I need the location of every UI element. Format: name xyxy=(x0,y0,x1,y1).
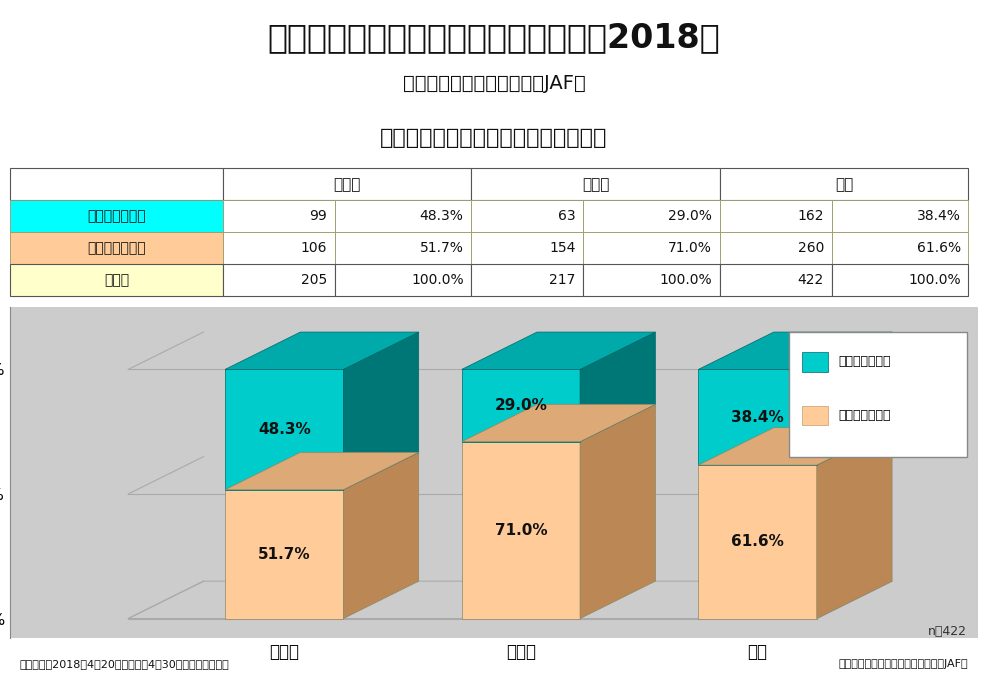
Bar xyxy=(720,200,832,232)
Text: 61.6%: 61.6% xyxy=(917,241,960,255)
Bar xyxy=(461,442,580,619)
Text: 合　計: 合 計 xyxy=(104,274,129,287)
Text: 71.0%: 71.0% xyxy=(668,241,712,255)
Bar xyxy=(335,200,471,232)
Polygon shape xyxy=(225,453,419,490)
Polygon shape xyxy=(344,453,419,619)
Text: 幼児用: 幼児用 xyxy=(582,177,610,192)
Text: 警察庁／日本自動車連盟（JAF）: 警察庁／日本自動車連盟（JAF） xyxy=(403,74,585,93)
Bar xyxy=(583,232,720,264)
Text: 51.7%: 51.7% xyxy=(420,241,463,255)
Text: 48.3%: 48.3% xyxy=(420,209,463,223)
Text: 51.7%: 51.7% xyxy=(258,546,310,562)
Text: 38.4%: 38.4% xyxy=(917,209,960,223)
Bar xyxy=(10,168,223,200)
Text: 63: 63 xyxy=(558,209,575,223)
Bar xyxy=(699,369,817,465)
Bar xyxy=(471,200,583,232)
Bar xyxy=(225,490,344,619)
Bar xyxy=(832,232,968,264)
Text: 出典・素材提供：日本自動車連盟（JAF）: 出典・素材提供：日本自動車連盟（JAF） xyxy=(839,659,968,669)
Bar xyxy=(801,406,828,426)
Text: しっかり取付け: しっかり取付け xyxy=(838,356,891,369)
Bar xyxy=(720,264,832,296)
Text: 100.0%: 100.0% xyxy=(908,274,960,287)
Text: 61.6%: 61.6% xyxy=(731,534,784,549)
Text: 乳児用: 乳児用 xyxy=(334,177,361,192)
Text: 71.0%: 71.0% xyxy=(495,523,547,537)
Text: チャイルドシート取付け状況調査結果: チャイルドシート取付け状況調査結果 xyxy=(380,127,608,147)
Polygon shape xyxy=(580,404,655,619)
Text: 38.4%: 38.4% xyxy=(731,410,783,424)
Text: 48.3%: 48.3% xyxy=(258,422,310,437)
Bar xyxy=(832,264,968,296)
Bar xyxy=(788,332,967,457)
Text: 205: 205 xyxy=(300,274,327,287)
Text: しっかり取付け: しっかり取付け xyxy=(87,209,145,223)
Polygon shape xyxy=(461,332,655,369)
Bar xyxy=(471,264,583,296)
Bar xyxy=(801,352,828,372)
Bar xyxy=(223,200,335,232)
Bar xyxy=(832,200,968,232)
Polygon shape xyxy=(580,332,655,442)
Text: 合計: 合計 xyxy=(835,177,854,192)
Bar xyxy=(720,168,968,200)
Text: n＝422: n＝422 xyxy=(929,624,967,637)
Text: 調査期間：2018年4月20日（金）～4月30日（月・祝）の間: 調査期間：2018年4月20日（金）～4月30日（月・祝）の間 xyxy=(20,659,229,669)
Text: ミスユースあり: ミスユースあり xyxy=(87,241,145,255)
Polygon shape xyxy=(225,332,419,369)
Text: 29.0%: 29.0% xyxy=(494,398,547,413)
Bar xyxy=(10,200,223,232)
Text: 154: 154 xyxy=(549,241,575,255)
Text: 217: 217 xyxy=(549,274,575,287)
Polygon shape xyxy=(699,428,892,465)
Text: 99: 99 xyxy=(309,209,327,223)
Text: 100.0%: 100.0% xyxy=(660,274,712,287)
Bar xyxy=(335,232,471,264)
Bar xyxy=(720,232,832,264)
Polygon shape xyxy=(128,582,892,619)
Bar xyxy=(223,168,471,200)
Bar xyxy=(583,200,720,232)
Polygon shape xyxy=(699,332,892,369)
Bar xyxy=(583,264,720,296)
Polygon shape xyxy=(817,428,892,619)
Text: 162: 162 xyxy=(797,209,824,223)
Text: 422: 422 xyxy=(797,274,824,287)
Bar xyxy=(225,369,344,490)
Text: ミスユースあり: ミスユースあり xyxy=(838,409,891,422)
Polygon shape xyxy=(344,332,419,490)
Bar xyxy=(461,369,580,442)
Bar xyxy=(335,264,471,296)
Text: チャイルドシート使用状況全国調査（2018）: チャイルドシート使用状況全国調査（2018） xyxy=(268,21,720,54)
Bar xyxy=(10,264,223,296)
Text: 29.0%: 29.0% xyxy=(668,209,712,223)
Bar xyxy=(10,232,223,264)
Text: 100.0%: 100.0% xyxy=(411,274,463,287)
Bar xyxy=(699,465,817,619)
Polygon shape xyxy=(461,404,655,442)
Bar xyxy=(471,232,583,264)
Text: 260: 260 xyxy=(797,241,824,255)
Bar xyxy=(223,232,335,264)
Bar xyxy=(223,264,335,296)
Text: 106: 106 xyxy=(300,241,327,255)
Bar xyxy=(471,168,720,200)
Polygon shape xyxy=(817,332,892,465)
